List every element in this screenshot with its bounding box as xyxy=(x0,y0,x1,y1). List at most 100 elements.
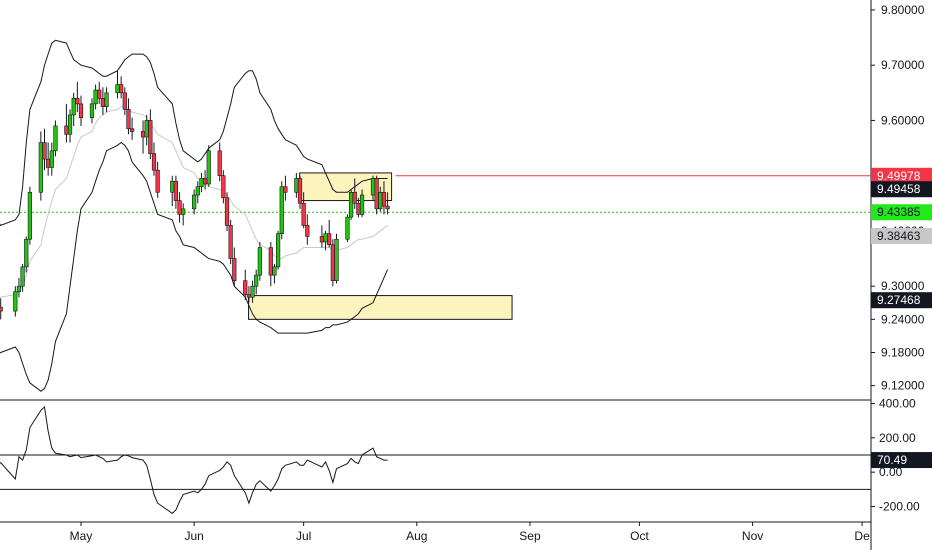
candle-body xyxy=(27,191,33,240)
candle xyxy=(199,172,204,193)
candle xyxy=(100,87,105,115)
candle-body xyxy=(192,194,197,210)
candle xyxy=(254,269,259,295)
candle xyxy=(38,131,43,201)
osc-value-tag: 70.49 xyxy=(871,452,932,469)
candle-body xyxy=(275,233,281,268)
support-zone xyxy=(248,295,513,320)
candle xyxy=(224,192,230,231)
candle-body xyxy=(16,285,22,293)
candle-body xyxy=(126,109,131,130)
price-tag-label: 9.49978 xyxy=(877,169,921,183)
candle xyxy=(228,219,233,265)
candle-body xyxy=(334,238,339,281)
candle-body xyxy=(385,205,390,210)
candle-body xyxy=(42,142,47,160)
price-tag-bg xyxy=(871,292,932,309)
candle-body xyxy=(122,92,127,110)
candle xyxy=(119,76,124,99)
candle-body xyxy=(378,191,383,210)
price-tag-label: 9.43385 xyxy=(877,205,921,219)
osc-tick-label: 0.00 xyxy=(879,465,903,479)
candle-body xyxy=(38,142,43,193)
candle-body xyxy=(272,266,277,276)
candle-body xyxy=(301,203,306,226)
candle-body xyxy=(370,178,376,196)
price-tick-label: 9.12000 xyxy=(881,379,925,393)
candle xyxy=(0,298,3,320)
candle xyxy=(20,264,25,292)
price-tag-bg xyxy=(871,204,932,221)
candle-body xyxy=(345,216,350,240)
candle xyxy=(232,247,237,287)
candle xyxy=(64,103,69,143)
candle xyxy=(294,172,299,198)
time-tick-label: Nov xyxy=(742,529,763,543)
candle-body xyxy=(352,191,357,204)
candle xyxy=(221,170,226,204)
candle xyxy=(27,186,33,245)
candle-body xyxy=(67,114,73,135)
price-tick-label: 9.60000 xyxy=(881,113,925,127)
candle xyxy=(275,230,281,270)
price-tick-label: 9.80000 xyxy=(881,3,925,17)
candle xyxy=(381,181,387,215)
candle-body xyxy=(195,186,200,196)
candle xyxy=(257,241,262,281)
candle-body xyxy=(49,150,54,168)
candle-body xyxy=(78,103,84,118)
price-tag-bg xyxy=(871,181,932,198)
candle-body xyxy=(232,258,237,281)
candle-body xyxy=(151,153,157,171)
candle-body xyxy=(53,125,58,152)
candle xyxy=(126,98,131,135)
candle-body xyxy=(348,191,354,218)
candle-body xyxy=(100,98,105,107)
candle-body xyxy=(148,120,153,154)
candle xyxy=(206,145,211,187)
candle xyxy=(243,269,248,300)
candle-body xyxy=(319,236,325,243)
candle-body xyxy=(75,98,80,105)
candle-body xyxy=(115,84,120,94)
candle-body xyxy=(13,291,18,312)
candle xyxy=(115,70,120,99)
bollinger-upper xyxy=(0,39,388,227)
candle xyxy=(173,175,179,209)
time-tick-label: Aug xyxy=(406,529,427,543)
candle-body xyxy=(268,247,273,276)
candle-body xyxy=(305,225,310,237)
candle-body xyxy=(20,266,25,287)
candle-body xyxy=(374,178,379,210)
candle xyxy=(348,189,354,220)
candle-body xyxy=(155,169,160,193)
candle xyxy=(330,239,335,287)
candle-body xyxy=(327,233,332,246)
candle xyxy=(268,241,273,287)
price-tag: 9.49458 xyxy=(871,181,932,198)
price-tag-label: 9.49458 xyxy=(877,182,921,196)
candle xyxy=(75,81,80,113)
candle xyxy=(42,128,47,171)
price-tag: 9.49978 xyxy=(871,167,932,184)
time-tick-label: Sep xyxy=(519,529,541,543)
candle xyxy=(122,87,127,115)
candle xyxy=(130,117,135,140)
candle-body xyxy=(203,178,208,185)
candle xyxy=(177,192,182,223)
time-tick-label: Oct xyxy=(630,529,649,543)
candle-body xyxy=(206,150,211,185)
candle xyxy=(345,214,350,242)
candle xyxy=(319,225,325,248)
candle-body xyxy=(199,178,204,188)
candle xyxy=(279,181,284,240)
candle xyxy=(13,286,18,317)
candle xyxy=(49,142,54,176)
candle xyxy=(203,170,208,190)
candle-body xyxy=(297,178,303,204)
candle xyxy=(305,214,310,245)
candle-body xyxy=(257,247,262,276)
candle xyxy=(89,98,95,124)
candle-body xyxy=(279,186,284,235)
